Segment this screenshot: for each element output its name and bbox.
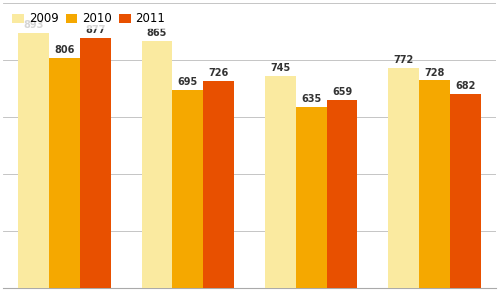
Bar	[172, 90, 203, 288]
Bar	[450, 93, 481, 288]
Text: 745: 745	[270, 63, 290, 73]
Text: 806: 806	[54, 45, 75, 55]
Text: 728: 728	[424, 68, 445, 78]
Text: 877: 877	[85, 25, 105, 35]
Text: 893: 893	[23, 20, 44, 31]
Text: 682: 682	[455, 81, 476, 91]
Bar	[18, 33, 49, 288]
Text: 772: 772	[394, 55, 414, 65]
Bar	[265, 76, 296, 288]
Text: 726: 726	[209, 68, 229, 78]
Text: 865: 865	[147, 29, 167, 38]
Bar	[49, 58, 80, 288]
Legend: 2009, 2010, 2011: 2009, 2010, 2011	[8, 9, 169, 29]
Text: 695: 695	[178, 77, 198, 87]
Text: 635: 635	[301, 94, 321, 104]
Bar	[419, 80, 450, 288]
Bar	[203, 81, 234, 288]
Bar	[142, 41, 172, 288]
Bar	[296, 107, 327, 288]
Bar	[80, 38, 111, 288]
Bar	[327, 100, 357, 288]
Bar	[388, 68, 419, 288]
Text: 659: 659	[332, 87, 352, 97]
